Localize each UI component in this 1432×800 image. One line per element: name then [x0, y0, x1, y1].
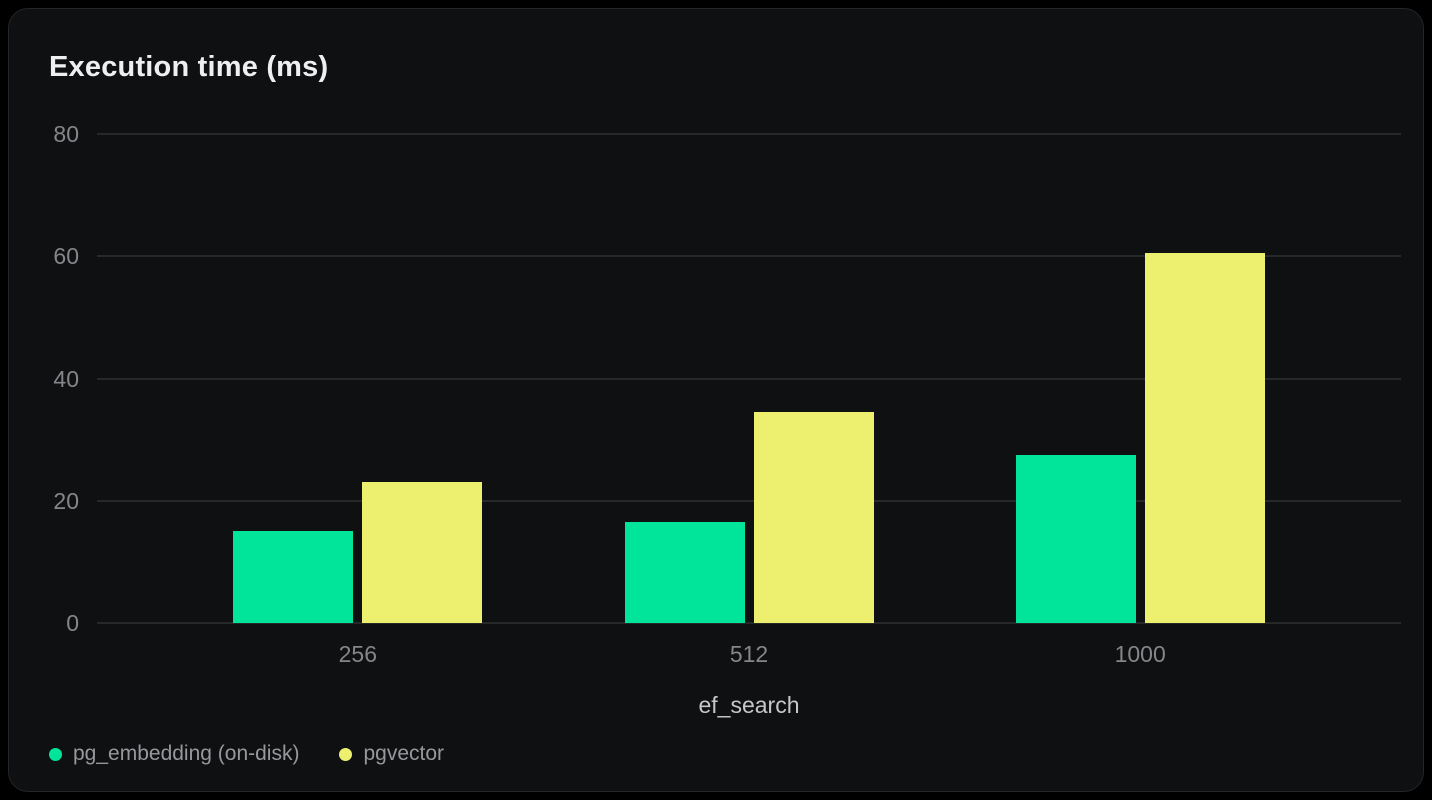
legend-item-pgvector[interactable]: pgvector [339, 742, 444, 766]
y-tick-label-40: 40 [53, 365, 79, 392]
x-tick-label-512: 512 [729, 641, 769, 667]
gridline-80 [97, 133, 1401, 135]
x-tick-label-1000: 1000 [1114, 641, 1166, 667]
legend: pg_embedding (on-disk) pgvector [49, 742, 444, 766]
gridline-20 [97, 499, 1401, 502]
bar-pg-embedding-on-disk-256[interactable] [233, 531, 354, 623]
legend-label: pg_embedding (on-disk) [73, 742, 300, 765]
y-tick-label-0: 0 [66, 610, 79, 636]
bar-pgvector-256[interactable] [362, 482, 483, 623]
bar-pg-embedding-on-disk-1000[interactable] [1015, 454, 1136, 623]
x-tick-label-256: 256 [338, 641, 377, 667]
chart-title: Execution time (ms) [49, 51, 329, 83]
legend-label: pgvector [363, 742, 445, 765]
bar-pgvector-512[interactable] [753, 412, 874, 623]
legend-item-pg-embedding-on-disk[interactable]: pg_embedding (on-disk) [49, 742, 299, 766]
legend-dot-icon [49, 747, 62, 761]
chart-card: Execution time (ms) 0 20 40 60 80 256 512 1000… [8, 8, 1424, 792]
bar-pg-embedding-on-disk-512[interactable] [624, 522, 745, 623]
y-tick-label-80: 80 [53, 121, 79, 147]
x-axis-title: ef_search [698, 692, 800, 718]
gridline-60 [97, 255, 1401, 258]
gridline-0 [97, 622, 1401, 624]
legend-dot-icon [339, 747, 353, 761]
bar-pgvector-1000[interactable] [1144, 253, 1265, 623]
plot-area [97, 133, 1401, 624]
gridline-40 [97, 377, 1401, 380]
y-tick-label-60: 60 [53, 243, 79, 270]
y-tick-label-20: 20 [53, 487, 79, 514]
